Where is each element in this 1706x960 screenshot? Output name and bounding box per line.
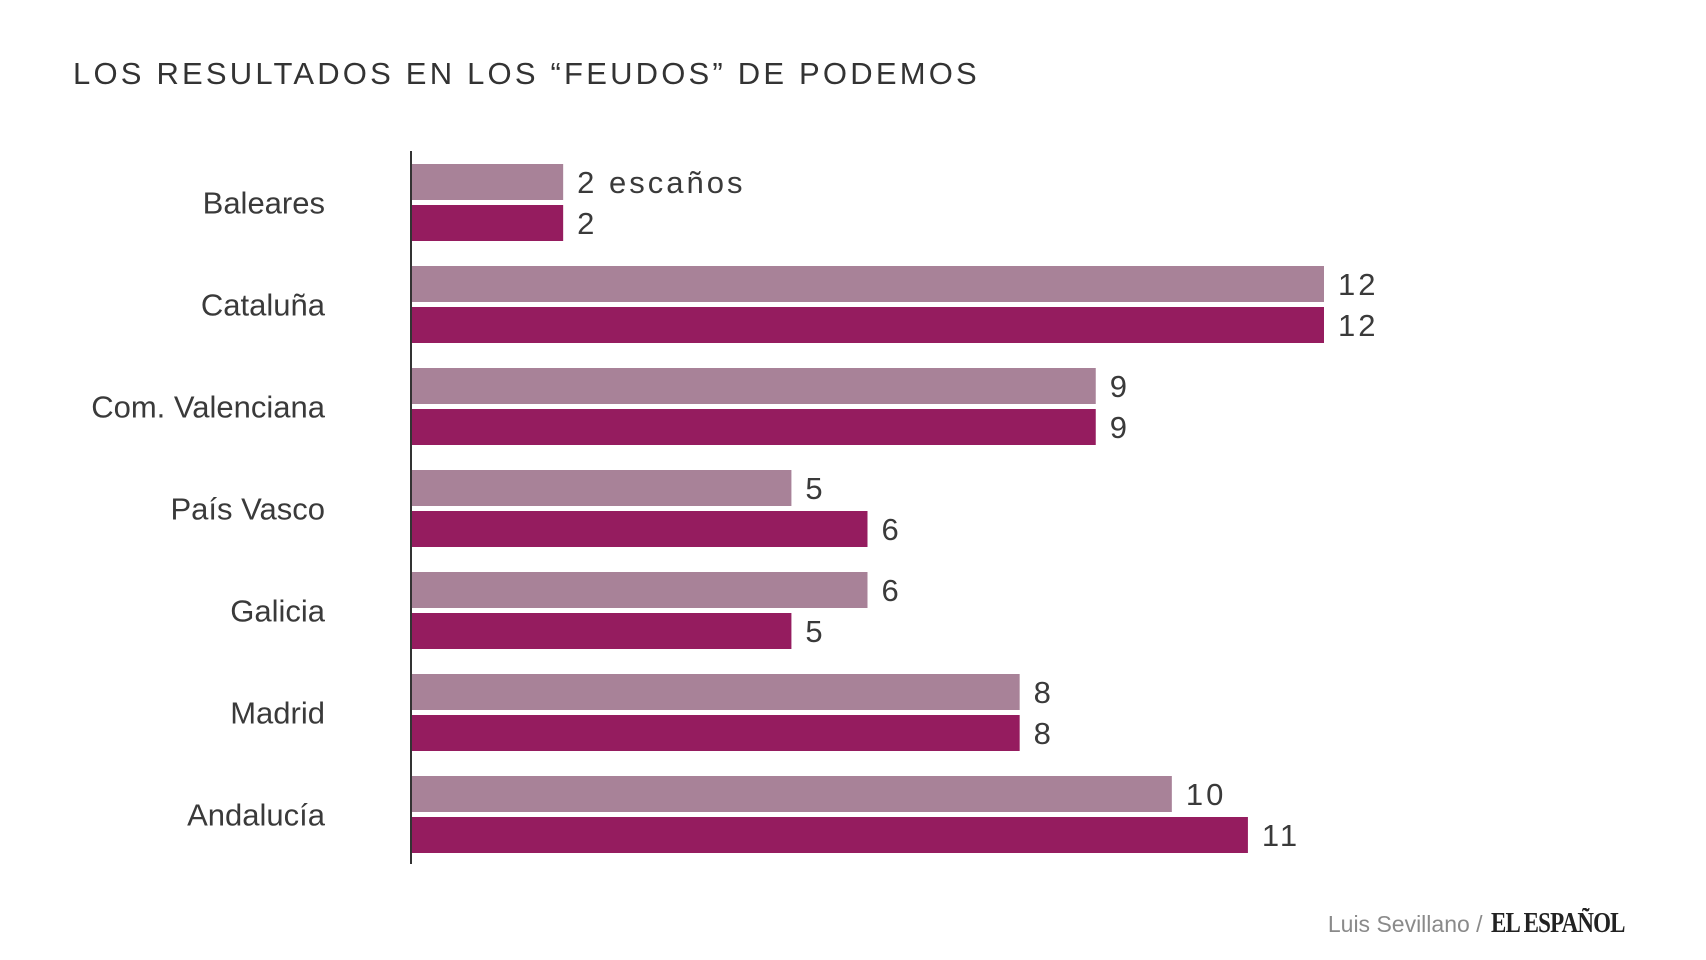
value-label: 5 (805, 614, 825, 649)
category-label: Baleares (203, 186, 325, 221)
value-label: 12 (1338, 308, 1378, 343)
photo-credit: Luis Sevillano / (1327, 911, 1483, 937)
bar (411, 307, 1324, 343)
category-label: Galicia (230, 594, 326, 629)
value-label: 6 (882, 573, 902, 608)
bar (411, 266, 1324, 302)
bar (411, 572, 868, 608)
el-espanol-logo: EL ESPAÑOL (1491, 908, 1625, 939)
bar (411, 817, 1248, 853)
value-label: 2 escaños (577, 165, 745, 200)
category-label: Andalucía (187, 798, 326, 833)
bar (411, 776, 1172, 812)
category-label: Cataluña (201, 288, 326, 323)
value-label: 9 (1110, 410, 1130, 445)
bar (411, 409, 1096, 445)
bar (411, 368, 1096, 404)
bar (411, 674, 1020, 710)
value-label: 12 (1338, 267, 1378, 302)
bar (411, 205, 564, 241)
value-label: 11 (1262, 818, 1300, 853)
value-label: 2 (577, 206, 597, 241)
value-label: 8 (1034, 716, 1054, 751)
category-label: País Vasco (170, 492, 325, 527)
category-label: Com. Valenciana (91, 390, 326, 425)
footer: Luis Sevillano / EL ESPAÑOL (1328, 908, 1654, 940)
bar (411, 715, 1020, 751)
value-label: 9 (1110, 369, 1130, 404)
value-label: 5 (805, 471, 825, 506)
bar (411, 470, 792, 506)
bar (411, 164, 564, 200)
chart-title: LOS RESULTADOS EN LOS “FEUDOS” DE PODEMO… (73, 56, 980, 91)
value-label: 6 (882, 512, 902, 547)
bar (411, 613, 792, 649)
bar (411, 511, 868, 547)
value-label: 10 (1186, 777, 1226, 812)
value-label: 8 (1034, 675, 1054, 710)
category-label: Madrid (230, 696, 325, 731)
